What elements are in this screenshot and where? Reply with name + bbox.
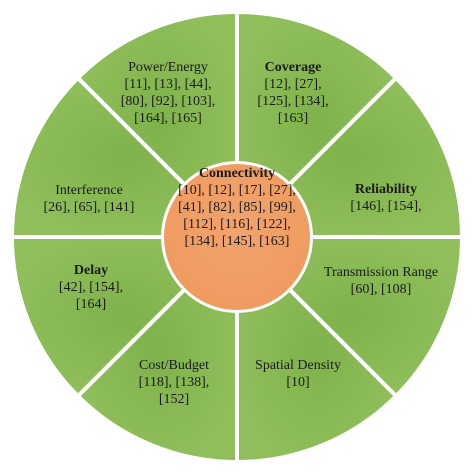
segment-refs-line: [12], [27],	[264, 77, 322, 92]
segment-refs-line: [164], [165]	[134, 111, 202, 126]
hub-refs-line: [10], [12], [17], [27],	[178, 183, 296, 198]
segment-coverage: Coverage [12], [27], [125], [134], [163]	[238, 59, 348, 127]
hub-refs-line: [112], [116], [122],	[183, 217, 291, 232]
segment-title: Coverage	[264, 60, 322, 75]
segment-reliability: Reliability [146], [154],	[334, 181, 438, 215]
segment-cost-budget: Cost/Budget [118], [138], [152]	[114, 357, 234, 408]
segment-title: Reliability	[354, 182, 418, 197]
segment-spatial-density: Spatial Density [10]	[238, 357, 358, 391]
segment-title: Delay	[73, 263, 109, 278]
hub-refs-line: [41], [82], [85], [99],	[178, 200, 296, 215]
segment-refs-line: [125], [134],	[257, 94, 329, 109]
hub-refs-line: [134], [145], [163]	[184, 234, 290, 249]
segment-refs-line: [42], [154],	[58, 280, 124, 295]
segment-refs-line: [146], [154],	[350, 199, 422, 214]
segment-refs-line: [152]	[158, 392, 190, 407]
hub-circle	[164, 164, 310, 310]
hub-title: Connectivity	[198, 166, 276, 181]
segment-transmission-range: Transmission Range [60], [108]	[306, 264, 456, 298]
segment-title: Cost/Budget	[138, 358, 209, 373]
hub-connectivity: Connectivity [10], [12], [17], [27], [41…	[137, 165, 337, 250]
segment-refs-line: [80], [92], [103],	[120, 94, 216, 109]
segment-title: Interference	[55, 183, 123, 198]
segment-refs-line: [118], [138],	[138, 375, 210, 390]
segment-title: Power/Energy	[128, 60, 208, 75]
segment-title: Transmission Range	[323, 265, 439, 280]
outer-ring	[11, 11, 463, 463]
segment-refs-line: [10]	[286, 375, 310, 390]
segment-delay: Delay [42], [154], [164]	[36, 262, 146, 313]
segment-refs-line: [26], [65], [141]	[43, 200, 135, 215]
segment-power-energy: Power/Energy [11], [13], [44], [80], [92…	[98, 59, 238, 127]
segment-refs-line: [163]	[277, 111, 309, 126]
segment-title: Spatial Density	[255, 358, 341, 373]
segment-refs-line: [60], [108]	[350, 282, 412, 297]
segment-refs-line: [164]	[75, 297, 107, 312]
segment-refs-line: [11], [13], [44],	[124, 77, 212, 92]
segment-interference: Interference [26], [65], [141]	[24, 182, 154, 216]
